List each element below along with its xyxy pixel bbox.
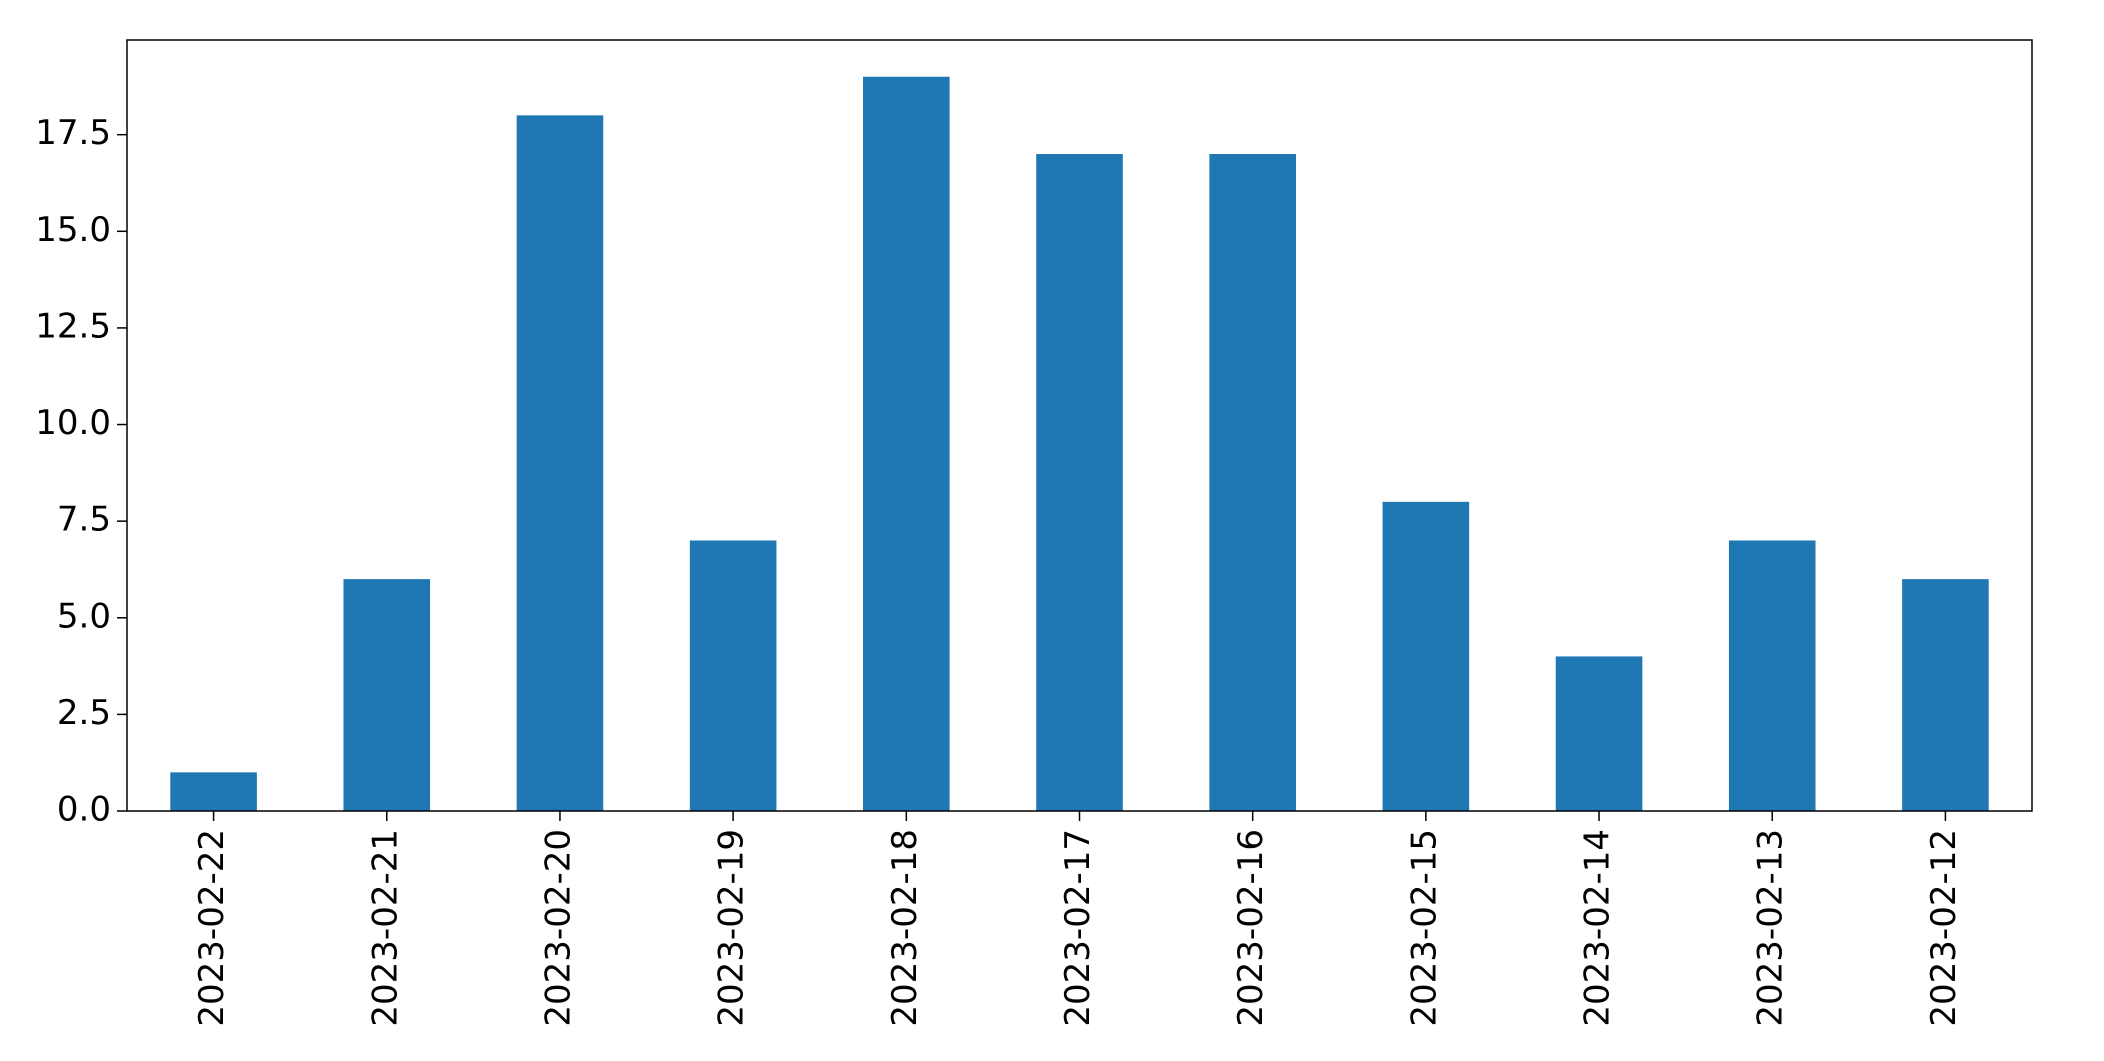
x-tick-label: 2023-02-19 (712, 829, 752, 1027)
bar-2023-02-22 (170, 772, 257, 811)
bar-2023-02-17 (1036, 154, 1123, 812)
bar-2023-02-19 (689, 540, 777, 811)
bar-2023-02-15 (1382, 501, 1470, 811)
y-tick-label: 5.0 (57, 596, 111, 636)
x-tick-label: 2023-02-22 (192, 829, 232, 1027)
bar-2023-02-13 (1728, 540, 1816, 811)
bar-2023-02-14 (1555, 656, 1643, 811)
x-tick-label: 2023-02-21 (365, 829, 405, 1027)
x-tick-label: 2023-02-16 (1231, 829, 1271, 1027)
y-tick-label: 0.0 (57, 790, 111, 830)
bar-2023-02-20 (516, 115, 604, 811)
x-tick-label: 2023-02-12 (1924, 829, 1964, 1027)
y-tick-label: 17.5 (35, 113, 111, 153)
x-tick-label: 2023-02-20 (538, 829, 578, 1027)
y-tick-label: 15.0 (35, 210, 111, 250)
x-axis: 2023-02-22 2023-02-21 2023-02-20 2023-02-19… (192, 811, 1964, 1027)
plot-frame (126, 39, 2033, 812)
y-tick-label: 12.5 (35, 306, 111, 346)
bar-2023-02-12 (1902, 579, 1989, 811)
y-tick-label: 7.5 (57, 500, 111, 540)
y-tick-label: 2.5 (57, 693, 111, 733)
bar-2023-02-16 (1209, 154, 1296, 812)
y-axis: 0.0 2.5 5.0 7.5 10.0 12.5 15.0 17.5 (35, 113, 127, 830)
x-tick-label: 2023-02-14 (1578, 829, 1618, 1027)
y-tick-label: 10.0 (35, 403, 111, 443)
bar-2023-02-18 (863, 76, 950, 811)
bar-2023-02-21 (343, 579, 431, 811)
x-tick-label: 2023-02-17 (1058, 829, 1098, 1027)
x-tick-label: 2023-02-13 (1751, 829, 1791, 1027)
x-tick-label: 2023-02-18 (885, 829, 925, 1027)
x-tick-label: 2023-02-15 (1404, 829, 1444, 1027)
bars-layer (170, 76, 1989, 812)
